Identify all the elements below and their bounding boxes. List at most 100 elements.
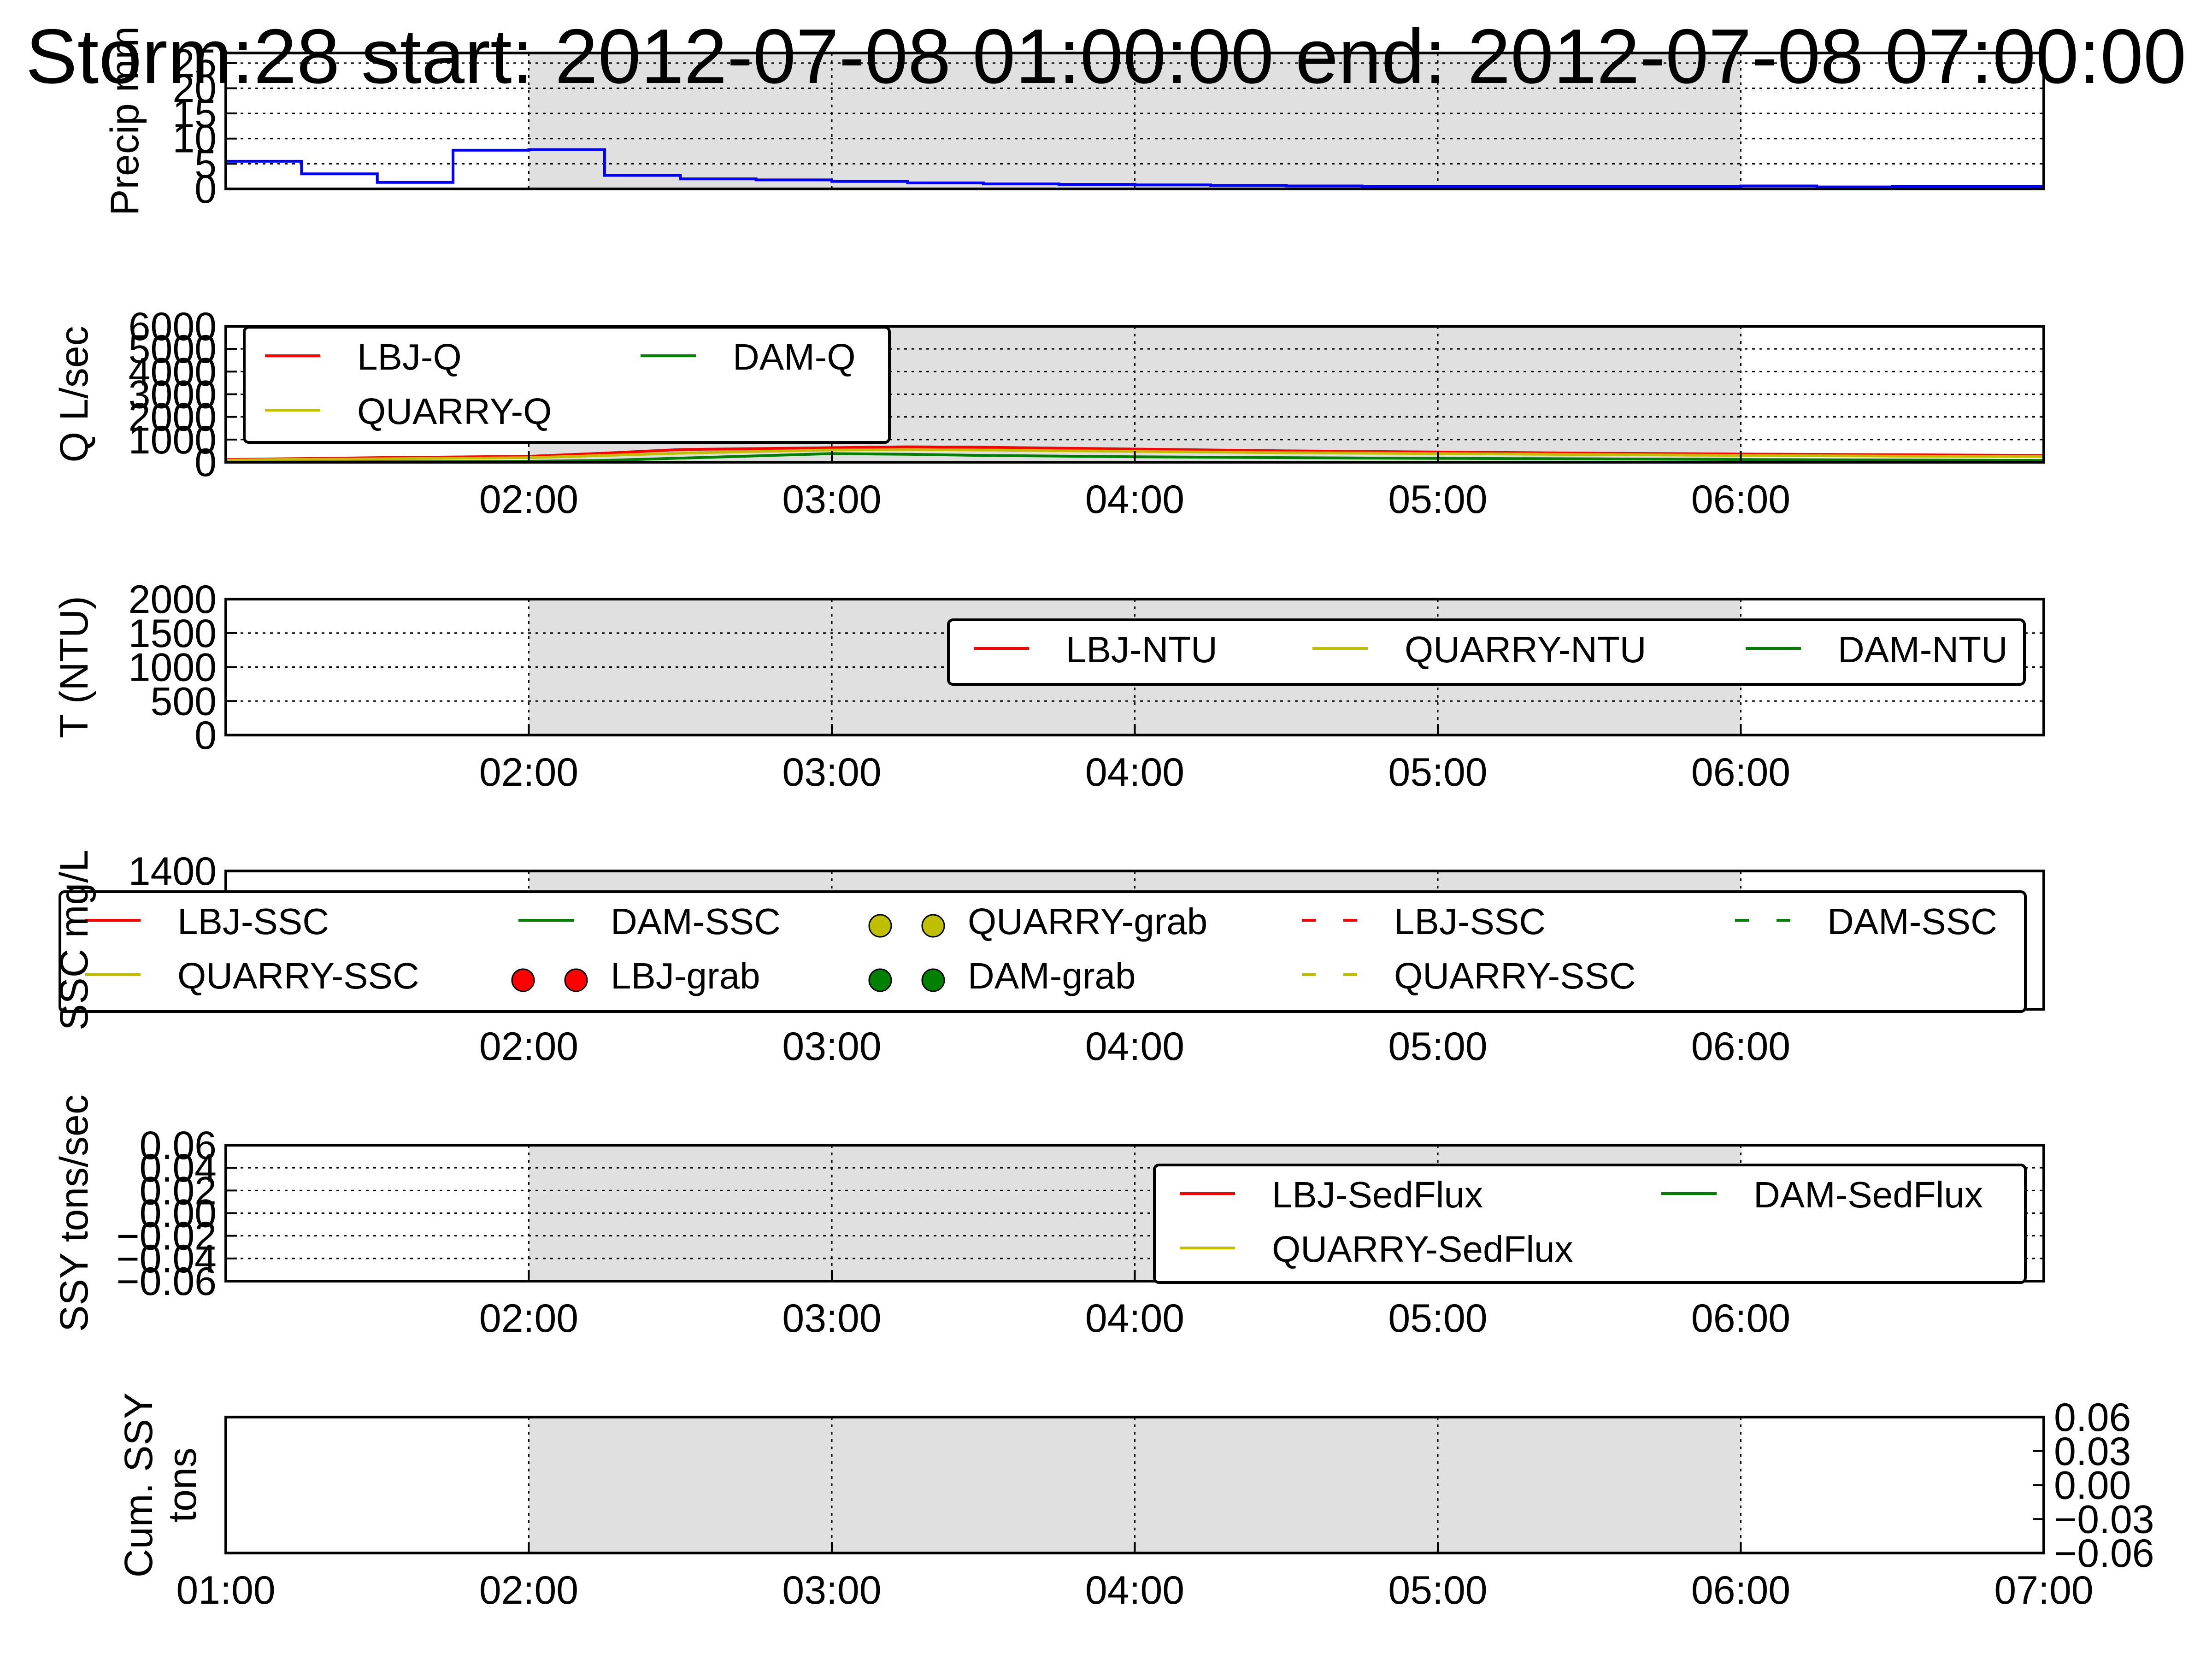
- sedflux-ytick-label: −0.02: [116, 1214, 217, 1259]
- sedflux-ytick-label: −0.04: [116, 1237, 217, 1281]
- sedflux-ytick-label: 0.04: [140, 1146, 217, 1190]
- ssc-legend-label: QUARRY-SSC: [1394, 955, 1636, 996]
- turbidity-xtick-label: 04:00: [1085, 750, 1184, 794]
- discharge-ytick-label: 1000: [129, 418, 217, 462]
- turbidity-legend-label: DAM-NTU: [1838, 629, 2008, 670]
- ssc-legend-marker: [921, 914, 945, 938]
- discharge-legend-label: LBJ-Q: [357, 336, 462, 377]
- cumulative-xtick-label: 01:00: [176, 1568, 275, 1612]
- ssc-xtick-label: 03:00: [782, 1024, 881, 1069]
- precip-series-line: [226, 148, 2044, 188]
- cumulative-ytick-label: −0.03: [2054, 1497, 2154, 1541]
- precip-ytick-label: 25: [172, 41, 217, 86]
- sedflux-ytick-label: 0.00: [140, 1192, 217, 1236]
- discharge-xtick-label: 04:00: [1085, 477, 1184, 522]
- cumulative-xtick-label: 03:00: [782, 1568, 881, 1612]
- figure-title: Storm:28 start: 2012-07-08 01:00:00 end:…: [26, 13, 2187, 100]
- sedflux-ytick-label: 0.02: [140, 1169, 217, 1213]
- ssc-legend-label: LBJ-SSC: [1394, 901, 1546, 942]
- ssc-xtick-label: 04:00: [1085, 1024, 1184, 1069]
- ssc-legend-label: DAM-SSC: [611, 901, 781, 942]
- discharge-xtick-label: 03:00: [782, 477, 881, 522]
- discharge-xtick-label: 06:00: [1691, 477, 1790, 522]
- sedflux-xtick-label: 05:00: [1388, 1296, 1487, 1341]
- discharge-ytick-label: 2000: [129, 395, 217, 440]
- cumulative-ytick-label: 0.03: [2054, 1430, 2131, 1474]
- sedflux-legend-label: LBJ-SedFlux: [1272, 1174, 1483, 1215]
- cumulative-xtick-label: 04:00: [1085, 1568, 1184, 1612]
- discharge-ytick-label: 3000: [129, 373, 217, 417]
- discharge-legend-label: DAM-Q: [733, 336, 856, 377]
- precip-ytick-label: 5: [194, 142, 217, 186]
- ssc-legend-label: DAM-grab: [968, 955, 1136, 996]
- legends-layer: LBJ-Q DAM-Q QUARRY-Q LBJ-NTU QUARRY-NTU DAM-N…: [59, 326, 2027, 1284]
- ssc-legend-label: LBJ-SSC: [177, 901, 329, 942]
- ssc-xtick-label: 06:00: [1691, 1024, 1790, 1069]
- discharge-ytick-label: 5000: [129, 327, 217, 371]
- cumulative-xtick-label: 06:00: [1691, 1568, 1790, 1612]
- ssc-legend-marker: [564, 968, 588, 992]
- discharge-ylabel: Q L/sec: [52, 326, 96, 462]
- cumulative-ylabel-line2: tons: [160, 1447, 205, 1523]
- turbidity-legend-box: [947, 618, 2026, 686]
- discharge-ytick-label: 4000: [129, 350, 217, 394]
- cumulative-xtick-label: 05:00: [1388, 1568, 1487, 1612]
- turbidity-xtick-label: 06:00: [1691, 750, 1790, 794]
- ssc-legend-marker: [511, 968, 535, 992]
- panels-layer: 0510152025010002000300040005000600002:00…: [116, 41, 2154, 1612]
- precip-axes-frame: [224, 52, 2045, 190]
- sedflux-ytick-label: −0.06: [116, 1259, 217, 1304]
- ssc-legend-label: LBJ-grab: [611, 955, 760, 996]
- sedflux-xtick-label: 06:00: [1691, 1296, 1790, 1341]
- sedflux-xtick-label: 03:00: [782, 1296, 881, 1341]
- cumulative-xtick-label: 07:00: [1994, 1568, 2093, 1612]
- sedflux-xtick-label: 04:00: [1085, 1296, 1184, 1341]
- ssc-legend-label: QUARRY-grab: [968, 901, 1207, 942]
- sedflux-ytick-label: 0.06: [140, 1124, 217, 1168]
- ssc-legend-marker: [868, 968, 892, 992]
- ssc-ylabel: SSC mg/L: [52, 850, 96, 1030]
- ssc-xtick-label: 05:00: [1388, 1024, 1487, 1069]
- ssc-ytick-label: 1400: [129, 849, 217, 894]
- sedflux-legend-label: DAM-SedFlux: [1753, 1174, 1983, 1215]
- cumulative-ytick-label: 0.00: [2054, 1464, 2131, 1508]
- turbidity-ytick-label: 1000: [129, 646, 217, 690]
- sedflux-legend-box: [1153, 1164, 2027, 1284]
- turbidity-legend-label: LBJ-NTU: [1066, 629, 1218, 670]
- ssc-legend-marker: [921, 968, 945, 992]
- cumulative-ytick-label: 0.06: [2054, 1395, 2131, 1440]
- turbidity-ytick-label: 0: [194, 713, 217, 758]
- precip-ytick-label: 15: [172, 92, 217, 136]
- discharge-xtick-label: 02:00: [479, 477, 578, 522]
- precip-ytick-label: 20: [172, 66, 217, 111]
- discharge-ytick-label: 6000: [129, 305, 217, 349]
- turbidity-xtick-label: 05:00: [1388, 750, 1487, 794]
- ssc-legend-label: DAM-SSC: [1827, 901, 1997, 942]
- turbidity-ylabel: T (NTU): [52, 596, 96, 738]
- axis-labels-layer: Precip mm Q L/sec T (NTU) SSC mg/L SSY tons/…: [52, 26, 205, 1577]
- turbidity-ytick-label: 1500: [129, 612, 217, 656]
- turbidity-ytick-label: 500: [151, 679, 217, 724]
- discharge-xtick-label: 05:00: [1388, 477, 1487, 522]
- discharge-legend-label: QUARRY-Q: [357, 391, 552, 432]
- discharge-series-quarry-q: [225, 448, 2044, 462]
- turbidity-ytick-label: 2000: [129, 577, 217, 622]
- cumulative-ytick-label: −0.06: [2054, 1531, 2154, 1576]
- ssc-xtick-label: 02:00: [479, 1024, 578, 1069]
- turbidity-legend-label: QUARRY-NTU: [1405, 629, 1647, 670]
- precip-ytick-label: 10: [172, 117, 217, 161]
- precip-ytick-label: 0: [194, 167, 217, 212]
- ssc-legend-label: QUARRY-SSC: [177, 955, 419, 996]
- ssc-legend-marker: [868, 914, 892, 938]
- turbidity-xtick-label: 03:00: [782, 750, 881, 794]
- sedflux-legend-label: QUARRY-SedFlux: [1272, 1229, 1573, 1270]
- discharge-legend-box: [243, 326, 891, 444]
- sedflux-ylabel: SSY tons/sec: [52, 1094, 96, 1332]
- precip-ylabel: Precip mm: [103, 26, 147, 216]
- discharge-ytick-label: 0: [194, 441, 217, 485]
- turbidity-xtick-label: 02:00: [479, 750, 578, 794]
- sedflux-xtick-label: 02:00: [479, 1296, 578, 1341]
